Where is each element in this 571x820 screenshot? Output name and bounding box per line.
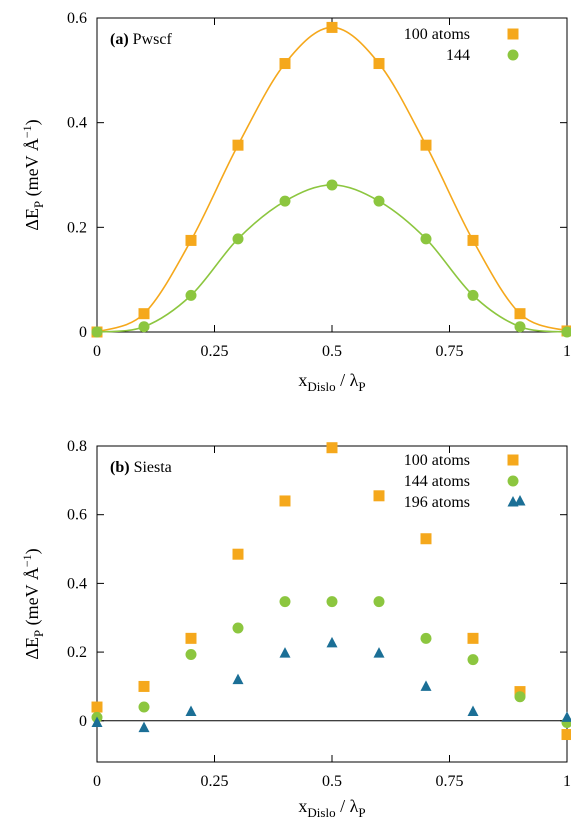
panel-1-legend-marker-0 [507,454,519,466]
panel-0-x-axis-label: xDislo / λP [298,370,365,394]
panel-0-series-0-point-6 [373,58,385,70]
panel-0-series-1 [91,179,571,338]
panel-0-series-1-point-10 [561,326,571,338]
panel-0-series-1-point-1 [138,321,150,333]
panel-0-title: (a) Pwscf [110,31,172,48]
panel-1-series-1-point-8 [467,654,479,666]
panel-0-series-0-point-1 [138,308,150,320]
panel-1-series-1-point-3 [232,622,244,634]
panel-0-legend-label: 100 atoms [404,26,470,43]
panel-1-series-1-point-4 [279,596,291,608]
panel-0-series-1-point-8 [467,289,479,301]
panel-0-series-1-point-6 [373,195,385,207]
panel-0-series-1-point-4 [279,195,291,207]
panel-1-x-tick-label: 0.5 [322,773,342,790]
panel-1-x-tick-label: 0.75 [436,773,464,790]
panel-1-series-0-point-8 [467,632,479,644]
panel-1-series-0-point-1 [138,680,150,692]
panel-1-series-1 [91,596,571,728]
panel-1-series-2-point-7 [420,680,432,691]
panel-1-legend-marker-1 [507,475,519,487]
panel-1-y-tick-label: 0.8 [67,438,87,455]
panel-0-series-1-point-0 [91,326,103,338]
panel-1-series-0 [91,442,571,741]
panel-1-x-tick-label: 1 [563,773,571,790]
panel-1-y-tick-label: 0.4 [67,575,87,592]
panel-0-legend-label: 144 [446,47,470,64]
panel-1-x-axis-label: xDislo / λP [298,796,365,820]
panel-1-series-0-point-2 [185,632,197,644]
panel-0-x-tick-label: 0 [93,343,101,360]
panel-1-y-tick-label: 0.6 [67,507,87,524]
panel-0-legend-marker-0 [507,28,519,40]
panel-1-series-2-point-3 [232,673,244,685]
panel-0-plot-frame [96,17,568,333]
panel-1-y-axis-label: ΔEP (meV Å−1) [20,548,46,659]
panel-1-series-1-point-5 [326,596,338,608]
panel-1-legend-label: 196 atoms [404,494,470,511]
panel-0-y-tick-label: 0 [79,324,87,341]
panel-1-series-0-point-6 [373,490,385,502]
panel-0-y-tick-label: 0.6 [67,10,87,27]
panel-0-y-axis-label: ΔEP (meV Å−1) [20,119,46,230]
panel-1-series-0-point-4 [279,495,291,507]
panel-0-x-tick-label: 0.75 [436,343,464,360]
panel-0-series-1-fit-line [96,184,568,333]
panel-0-y-tick-label: 0.4 [67,115,87,132]
panel-1-series-2 [91,494,571,733]
panel-0-legend-marker-1 [507,49,519,61]
panel-0: 0 0.25 0.5 0.75 1 0 0.2 0.4 0.6 xDislo / λP ΔEP (m… [20,10,571,394]
panel-1-series-2-point-9 [514,494,526,506]
panel-0-series-0-point-4 [279,58,291,70]
panel-0-x-tick-label: 1 [563,343,571,360]
panel-1-series-2-point-8 [467,705,479,717]
panel-1-series-1-point-9 [514,691,526,703]
panel-1-legend-label: 144 atoms [404,473,470,490]
panel-0-series-1-point-9 [514,321,526,333]
panel-1-series-2-point-2 [185,705,197,717]
panel-1-series-2-point-4 [279,647,291,658]
panel-1-title: (b) Siesta [110,459,172,476]
panel-0-y-tick-label: 0.2 [67,219,87,236]
panel-1-series-2-point-6 [373,647,385,658]
panel-1-legend-label: 100 atoms [404,452,470,469]
panel-1-x-tick-label: 0.25 [201,773,229,790]
panel-1-series-2-point-5 [326,636,338,648]
panel-1-series-1-point-6 [373,596,385,608]
panel-1-series-2-point-1 [138,721,150,733]
panel-1-series-0-point-0 [91,701,103,713]
panel-1-legend-marker-2 [507,496,519,507]
panel-0-series-0-point-2 [185,234,197,246]
panel-1-series-1-point-1 [138,701,150,713]
panel-0-series-0-point-7 [420,139,432,151]
panel-0-series-1-point-3 [232,233,244,245]
panel-1-series-1-point-2 [185,648,197,660]
panel-1-series-0-point-5 [326,442,338,454]
panel-1: 0 0.25 0.5 0.75 1 0 0.2 0.4 0.6 0.8 xDislo / λP ΔEP… [20,438,571,820]
panel-1-y-tick-label: 0.2 [67,644,87,661]
panel-1-series-0-point-3 [232,548,244,560]
panel-1-series-2-point-0 [91,716,103,727]
panel-0-series-1-point-2 [185,289,197,301]
panel-0-series-0-point-3 [232,139,244,151]
panel-0-x-tick-label: 0.25 [201,343,229,360]
panel-1-series-0-point-7 [420,533,432,545]
panel-0-series-1-point-5 [326,179,338,191]
panel-1-series-1-point-7 [420,632,432,644]
panel-1-x-tick-label: 0 [93,773,101,790]
panel-0-series-1-point-7 [420,233,432,245]
panel-0-series-0-point-9 [514,308,526,320]
panel-1-series-2-point-10 [561,711,571,722]
panel-0-x-tick-label: 0.5 [322,343,342,360]
panel-0-series-0-point-8 [467,234,479,246]
panel-1-y-tick-label: 0 [79,713,87,730]
panel-1-series-0-point-10 [561,729,571,741]
panel-0-series-0-point-5 [326,21,338,33]
